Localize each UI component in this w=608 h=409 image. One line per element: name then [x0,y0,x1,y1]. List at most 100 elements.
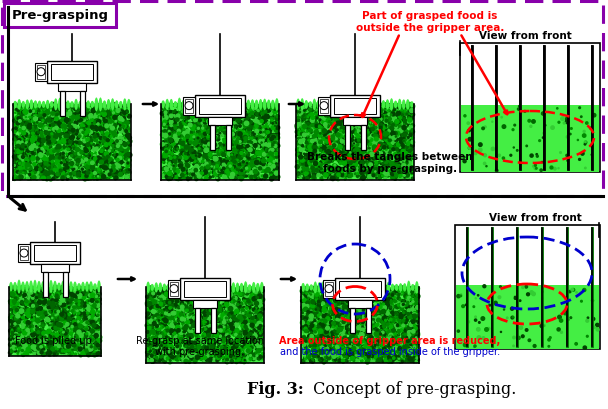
Circle shape [371,144,374,146]
Circle shape [316,351,318,353]
Circle shape [352,339,355,342]
Circle shape [334,343,336,345]
Circle shape [244,301,245,302]
Circle shape [382,294,385,297]
Circle shape [362,134,363,135]
Circle shape [78,171,80,173]
Circle shape [19,167,21,170]
Circle shape [306,354,308,355]
Circle shape [55,311,57,313]
Circle shape [33,341,35,344]
Circle shape [305,172,308,175]
Circle shape [77,128,79,130]
Circle shape [343,336,347,340]
Circle shape [29,155,32,159]
Circle shape [71,155,73,157]
Circle shape [412,330,415,333]
Circle shape [216,327,218,328]
Circle shape [405,300,407,302]
Circle shape [398,347,401,350]
Circle shape [372,118,375,121]
Circle shape [340,351,343,354]
Circle shape [240,142,241,143]
Circle shape [167,317,171,321]
Circle shape [251,298,255,302]
Circle shape [320,331,325,335]
Circle shape [255,161,259,165]
Circle shape [355,138,356,139]
Circle shape [10,295,13,297]
Circle shape [314,295,318,298]
Circle shape [235,306,238,309]
Circle shape [239,141,240,142]
Circle shape [197,345,201,349]
Circle shape [205,328,207,330]
Circle shape [565,121,569,124]
Circle shape [374,135,378,139]
Circle shape [234,128,238,131]
Circle shape [564,312,567,315]
Circle shape [269,149,273,153]
Circle shape [328,162,331,164]
Circle shape [211,305,213,307]
Circle shape [207,312,210,315]
Circle shape [77,144,78,145]
Ellipse shape [350,285,354,291]
Circle shape [94,320,97,323]
Bar [4,4,116,28]
Circle shape [334,150,336,152]
Circle shape [238,175,240,178]
Circle shape [382,317,386,321]
Circle shape [323,320,327,323]
Circle shape [305,108,308,110]
Circle shape [195,141,199,145]
Circle shape [69,106,71,108]
Circle shape [410,144,414,148]
Circle shape [335,297,339,300]
Circle shape [178,330,180,333]
Circle shape [230,343,232,344]
Circle shape [345,299,350,303]
Circle shape [234,346,236,348]
Circle shape [38,125,41,127]
Circle shape [371,108,373,110]
Circle shape [86,112,91,117]
Circle shape [61,289,64,293]
Circle shape [198,290,200,292]
Circle shape [328,146,331,151]
Circle shape [202,159,207,164]
Circle shape [255,322,258,326]
Circle shape [244,332,247,336]
Circle shape [381,296,385,300]
Circle shape [63,118,64,119]
Circle shape [393,155,394,156]
Circle shape [467,321,469,323]
Circle shape [360,123,364,127]
Circle shape [364,144,368,149]
Circle shape [148,350,150,352]
Circle shape [387,293,390,297]
Circle shape [412,358,415,362]
Circle shape [53,334,57,338]
Circle shape [300,175,301,176]
Circle shape [96,318,98,321]
Circle shape [195,162,196,163]
Circle shape [351,141,352,142]
Circle shape [302,129,305,132]
Circle shape [226,331,229,334]
Circle shape [117,113,119,115]
Circle shape [32,144,36,148]
Circle shape [245,148,246,149]
Circle shape [80,149,81,151]
Circle shape [10,308,12,309]
Circle shape [24,332,26,334]
Circle shape [332,294,335,297]
Circle shape [384,305,387,308]
Circle shape [216,165,219,168]
Circle shape [261,163,265,166]
Circle shape [400,106,404,109]
Circle shape [175,104,178,106]
Circle shape [163,336,164,337]
Circle shape [345,159,349,163]
Circle shape [340,122,344,126]
